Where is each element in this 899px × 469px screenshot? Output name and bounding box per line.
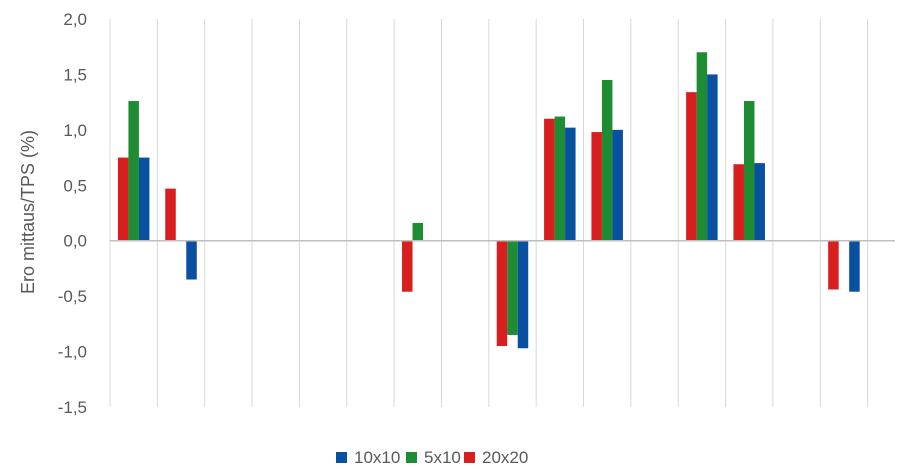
y-tick-label: 0,5 [63,176,87,195]
bar-5x10 [601,79,613,241]
bar-10x10 [186,240,197,280]
y-tick-label: -0,5 [58,287,87,306]
bar-20x20 [165,188,176,241]
bar-5x10 [128,101,139,241]
bar-20x20 [733,164,744,241]
bar-20x20 [402,240,413,292]
legend-swatch-10x10 [336,452,347,463]
y-tick-label: -1,5 [58,398,87,417]
bar-10x10 [138,157,150,241]
y-axis-tick-labels: 2,0 1,5 1,0 0,5 0,0 -0,5 -1,0 -1,5 [58,10,87,417]
bar-10x10 [565,127,576,241]
bar-20x20 [686,92,697,241]
legend-label-5x10: 5x10 [424,448,461,467]
bar-10x10 [849,240,860,292]
bar-20x20 [544,118,555,241]
bar-20x20 [117,157,129,241]
bar-5x10 [696,52,708,241]
y-tick-label: 1,0 [63,121,87,140]
y-axis-title: Ero mittaus/TPS (%) [18,130,38,294]
bar-10x10 [517,240,529,349]
y-tick-label: 1,5 [63,65,87,84]
bar-10x10 [612,129,623,241]
legend-label-10x10: 10x10 [354,448,400,467]
y-tick-label: 0,0 [63,232,87,251]
bar-20x20 [496,240,508,347]
bar-10x10 [754,163,765,241]
legend-swatch-5x10 [406,452,417,463]
bars [117,52,860,349]
legend-swatch-20x20 [464,452,475,463]
legend: 10x10 5x10 20x20 [336,448,528,467]
bar-5x10 [412,222,424,241]
bar-5x10 [554,116,566,241]
bar-10x10 [707,74,718,241]
y-tick-label: -1,0 [58,343,87,362]
y-tick-label: 2,0 [63,10,87,29]
bar-5x10 [743,101,755,241]
bar-20x20 [591,132,602,241]
gridlines [109,19,869,407]
bar-20x20 [828,240,839,290]
legend-label-20x20: 20x20 [482,448,528,467]
bar-5x10 [507,240,518,335]
